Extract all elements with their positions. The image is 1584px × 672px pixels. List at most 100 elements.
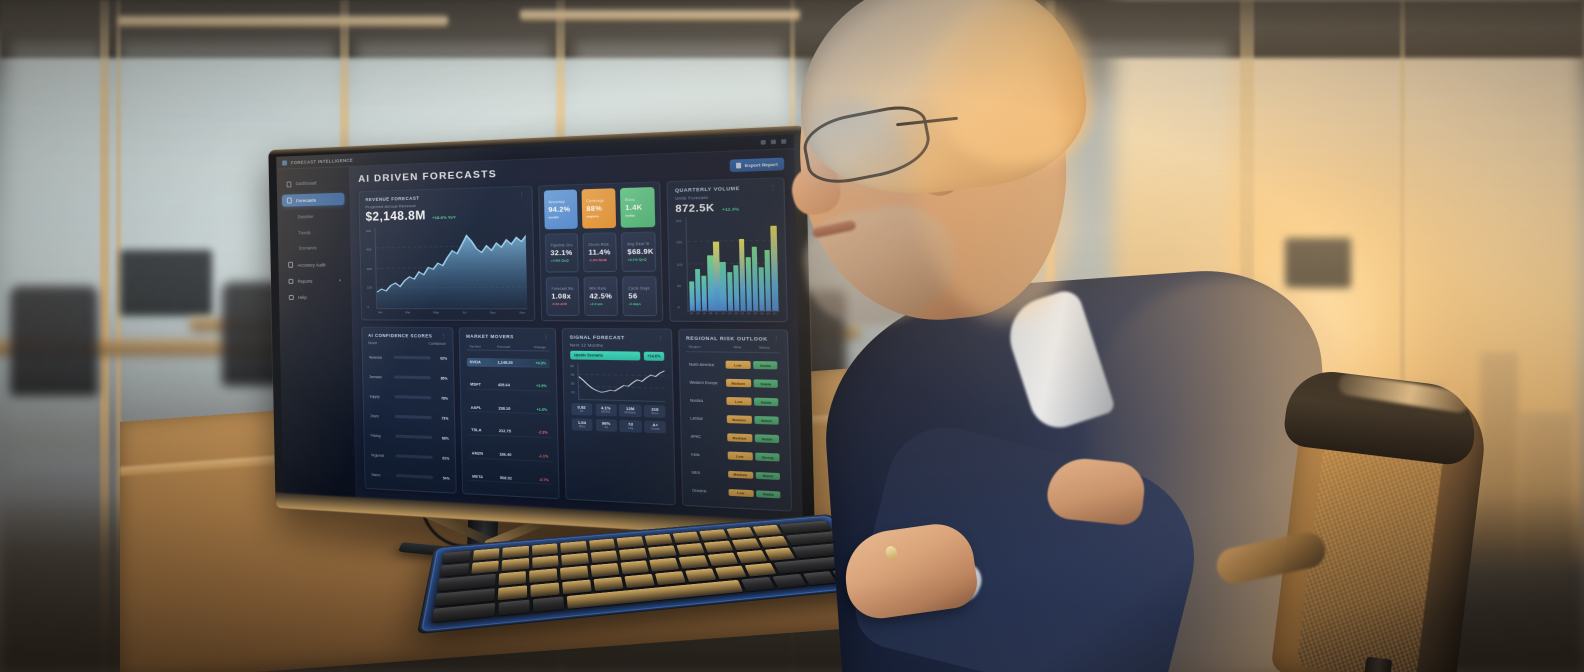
sidebar-item-help[interactable]: Help: [284, 291, 347, 303]
x-tick: Q3: [727, 312, 732, 316]
cell-change: -1.1%: [538, 453, 549, 459]
scenario-tag[interactable]: Upside Scenario: [569, 350, 640, 361]
kpi-tile[interactable]: Forecast Bias 1.08x -0.04 drift: [545, 276, 580, 316]
bottom-panel-row: AI Confidence Scores ⋮ Model Confidence …: [361, 326, 793, 512]
signal-forecast-card: Signal Forecast ⋮ Next 12 Months Upside …: [562, 327, 676, 506]
kebab-menu-icon[interactable]: ⋮: [518, 191, 526, 199]
bar: [726, 271, 733, 311]
confidence-track: [394, 434, 432, 439]
kpi-tile[interactable]: Churn Risk 11.4% -1.2% MoM: [582, 232, 618, 273]
top-panel-row: Revenue Forecast ⋮ Projected Annual Reve…: [358, 177, 788, 323]
x-tick: Q1: [689, 312, 694, 316]
risk-row[interactable]: India Low Strong: [689, 450, 783, 463]
page-title: AI Driven Forecasts: [358, 168, 498, 186]
cell-symbol: AAPL: [470, 405, 482, 410]
close-icon[interactable]: [781, 139, 787, 144]
signal-forecast-line: 60 45 30 15: [570, 362, 666, 402]
cell-forecast: 212.75: [498, 429, 512, 434]
kebab-menu-icon[interactable]: ⋮: [657, 334, 665, 342]
kpi-label: Win Rate: [589, 286, 607, 291]
kpi-label: Forecast Bias: [551, 286, 574, 292]
kebab-menu-icon[interactable]: ⋮: [542, 333, 550, 341]
stat-block: 318 Runs: [643, 404, 666, 418]
risk-row[interactable]: Nordics Low Stable: [687, 395, 781, 407]
sidebar-item-scenarios[interactable]: Scenarios: [283, 242, 346, 255]
volume-delta: +12.4%: [721, 205, 740, 213]
risk-region: APAC: [690, 434, 702, 439]
sidebar-item-label: Scenarios: [298, 245, 317, 252]
sidebar-item-reports[interactable]: Reports 4: [284, 275, 347, 287]
sidebar-item-forecasts[interactable]: Forecasts: [281, 192, 345, 207]
gauge-icon: [288, 262, 294, 268]
table-row[interactable]: NVDA 1,148.20 +4.8%: [466, 357, 550, 368]
confidence-col-model: Model: [368, 341, 378, 346]
app-logo-icon: [282, 159, 288, 166]
sidebar-item-dashboard[interactable]: Dashboard: [282, 176, 345, 190]
app-body: Dashboard Forecasts Baseline Trends: [276, 149, 803, 523]
column-header-status: Status: [758, 345, 770, 350]
sidebar: Dashboard Forecasts Baseline Trends: [276, 166, 357, 498]
card-title: Quarterly Volume: [674, 185, 740, 194]
kpi-value: 88%: [586, 204, 603, 213]
card-title: Signal Forecast: [569, 334, 625, 341]
cell-change: +1.6%: [536, 407, 548, 412]
y-tick: 0: [367, 305, 370, 310]
confidence-model-name: Demand: [368, 374, 382, 379]
risk-row[interactable]: APAC Medium Stable: [688, 432, 782, 445]
kpi-tile[interactable]: Cycle Days 56 -3 days: [622, 276, 658, 317]
minimize-icon[interactable]: [760, 139, 766, 145]
maximize-icon[interactable]: [770, 139, 777, 145]
risk-row[interactable]: MEA Medium Watch: [689, 468, 783, 482]
metric-row: 872.5K +12.4%: [675, 202, 777, 215]
kpi-tile[interactable]: Avg Deal Size $68.9K +6.1% QoQ: [621, 231, 657, 272]
table-row[interactable]: MSFT 425.64 +2.9%: [466, 380, 551, 392]
kpi-tile[interactable]: Win Rate 42.5% +2.3 pts: [583, 276, 619, 317]
cell-change: +4.8%: [535, 360, 547, 366]
sidebar-item-label: Dashboard: [295, 180, 317, 187]
confidence-track: [393, 355, 431, 360]
y-axis-ticks: 200 150 100 50 0: [676, 218, 684, 315]
table-row[interactable]: AMZN 186.40 -1.1%: [468, 449, 552, 462]
kpi-tile[interactable]: Coverage 88% regions: [581, 188, 617, 229]
kpi-tile[interactable]: Pipeline Growth 32.1% +4.8% QoQ: [544, 233, 579, 273]
column-header-region: Region: [688, 344, 701, 350]
table-row[interactable]: TSLA 212.75 -2.3%: [467, 426, 552, 439]
sidebar-item-label: Baseline: [297, 213, 314, 220]
risk-row[interactable]: LATAM Medium Watch: [688, 414, 782, 426]
kebab-menu-icon[interactable]: ⋮: [440, 332, 447, 340]
kpi-sub: -1.2% MoM: [588, 257, 607, 263]
table-row[interactable]: AAPL 238.10 +1.6%: [467, 403, 551, 415]
confidence-model-name: Macro: [370, 472, 381, 477]
risk-row[interactable]: Oceania Low Stable: [689, 486, 783, 500]
confidence-list: Revenue 92% Demand 85% Supply 78% Churn 73% Pric…: [368, 348, 450, 487]
kpi-sub: +6.1% QoQ: [627, 257, 647, 262]
confidence-percent: 54%: [442, 475, 450, 481]
risk-row[interactable]: Western Europe Medium Stable: [687, 377, 781, 388]
monitor: FORECAST INTELLIGENCE Dashboard: [268, 125, 816, 571]
confidence-row: Macro 54%: [371, 472, 450, 480]
download-icon: [736, 162, 742, 169]
confidence-percent: 78%: [441, 395, 448, 401]
y-tick: 100: [676, 261, 683, 267]
export-report-button[interactable]: Export Report: [730, 158, 785, 172]
window-mullion: [1400, 0, 1405, 672]
kebab-menu-icon[interactable]: ⋮: [772, 335, 781, 343]
kpi-sub: today: [625, 212, 636, 218]
stat-block: 7d Lag: [619, 419, 642, 433]
kebab-menu-icon[interactable]: ⋮: [769, 183, 777, 191]
sidebar-item-accuracy-audit[interactable]: Accuracy Audit: [283, 258, 346, 271]
risk-region: North America: [688, 361, 714, 367]
help-icon: [288, 294, 295, 301]
risk-row[interactable]: North America Low Stable: [686, 359, 780, 370]
kpi-tile[interactable]: Accuracy 94.2% model: [543, 189, 578, 230]
sidebar-item-trends[interactable]: Trends: [283, 226, 346, 239]
regional-risk-card: Regional Risk Outlook ⋮ Region Risk Stat…: [677, 328, 793, 512]
bar: [695, 269, 702, 311]
kpi-tile[interactable]: Runs 1.4K today: [620, 187, 656, 228]
sidebar-item-baseline[interactable]: Baseline: [282, 210, 345, 223]
table-row[interactable]: META 508.92 -0.7%: [468, 472, 553, 486]
window-controls[interactable]: [760, 139, 787, 145]
x-tick: Q2: [721, 312, 726, 316]
confidence-percent: 61%: [442, 455, 450, 461]
kpi-label: Coverage: [586, 198, 605, 204]
